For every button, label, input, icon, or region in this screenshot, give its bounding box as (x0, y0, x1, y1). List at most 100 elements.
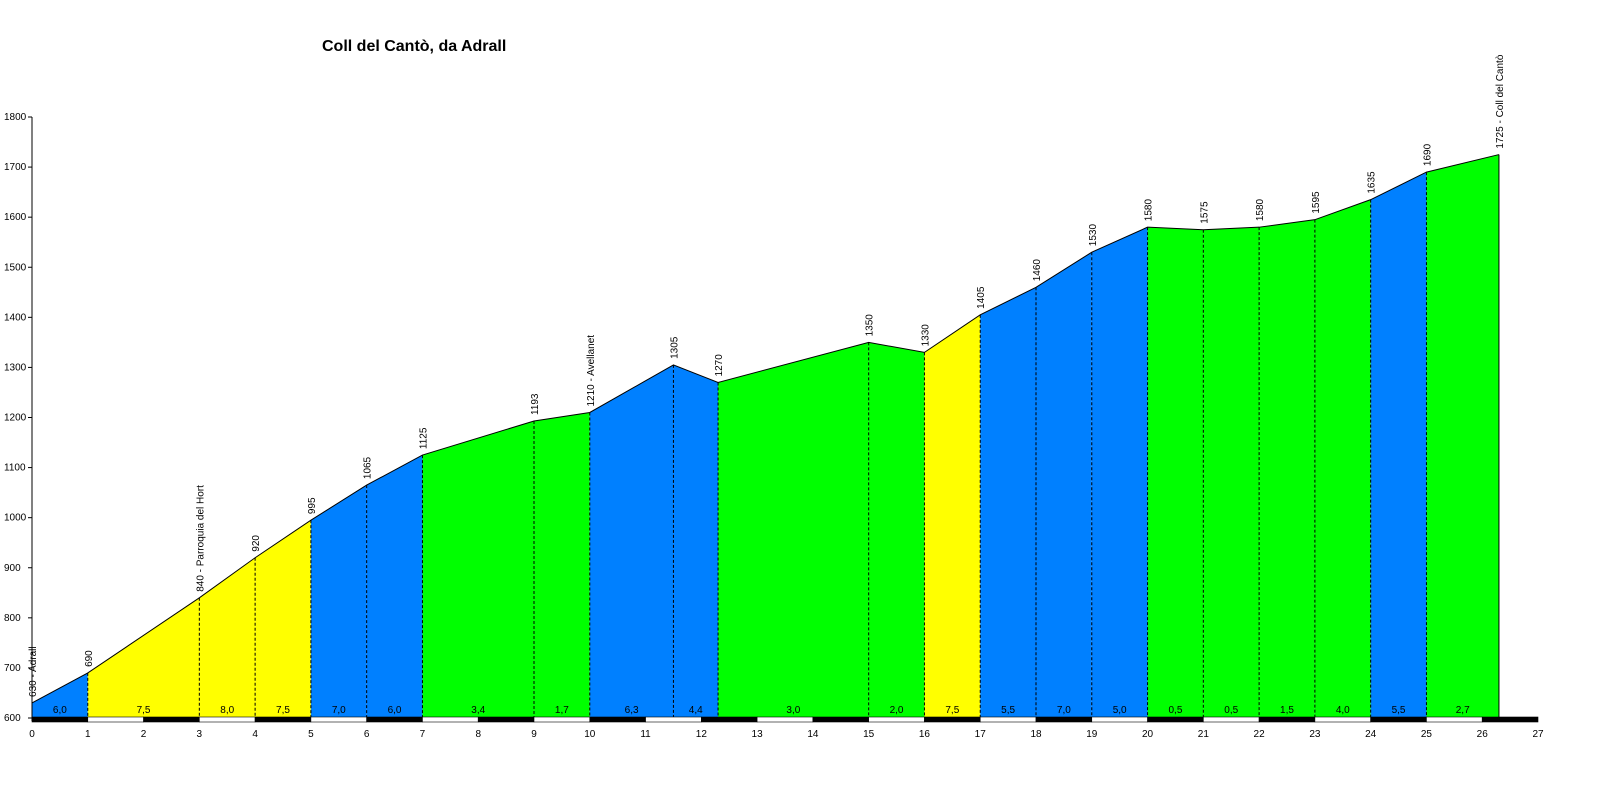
km-strip-11 (645, 716, 702, 723)
y-tick-label-12: 1800 (4, 112, 27, 123)
elevation-label-9: 1305 (669, 336, 680, 359)
segment-gradient-label-20: 5,5 (1392, 705, 1406, 716)
x-tick-label-13: 13 (752, 729, 764, 740)
segment-gradient-label-6: 3,4 (471, 705, 485, 716)
x-tick-label-6: 6 (364, 729, 370, 740)
segment-gradient-label-7: 1,7 (555, 705, 569, 716)
km-strip-5 (310, 716, 367, 723)
segment-area-8 (589, 364, 674, 718)
x-tick-label-16: 16 (919, 729, 931, 740)
segment-area-13 (980, 287, 1036, 718)
elevation-label-21: 1690 (1422, 143, 1433, 166)
segment-area-17 (1203, 227, 1260, 718)
km-strip-0 (31, 716, 89, 723)
x-tick-label-22: 22 (1254, 729, 1266, 740)
segment-gradient-label-15: 5,0 (1113, 705, 1127, 716)
x-tick-label-19: 19 (1086, 729, 1098, 740)
segment-area-0 (32, 672, 88, 718)
x-tick-label-23: 23 (1309, 729, 1321, 740)
profile-line (31, 154, 1500, 704)
segment-area-2 (199, 557, 256, 718)
y-tick-label-3: 900 (4, 563, 21, 574)
km-strip-20 (1147, 716, 1204, 723)
elevation-label-1: 690 (84, 650, 95, 667)
y-tick-label-2: 800 (4, 613, 21, 624)
elevation-label-5: 1065 (363, 456, 374, 479)
elevation-label-12: 1330 (920, 324, 931, 347)
elevation-label-14: 1460 (1032, 259, 1043, 282)
segment-area-18 (1259, 219, 1315, 718)
km-strip-21 (1203, 716, 1260, 723)
segment-area-12 (924, 314, 981, 718)
km-strip-10 (589, 716, 646, 723)
km-strip-26 (1481, 716, 1539, 723)
segment-gradient-label-8: 6,3 (625, 705, 639, 716)
x-tick-label-5: 5 (308, 729, 314, 740)
segment-area-14 (1036, 252, 1092, 718)
km-strip-7 (422, 716, 479, 723)
elevation-label-2: 840 - Parroquia del Hort (195, 485, 206, 592)
segment-gradient-label-17: 0,5 (1224, 705, 1238, 716)
x-tick-label-21: 21 (1198, 729, 1210, 740)
elevation-label-19: 1595 (1311, 191, 1322, 214)
km-strip-16 (924, 716, 981, 723)
y-tick-label-0: 600 (4, 713, 21, 724)
x-tick-label-10: 10 (584, 729, 596, 740)
x-tick-label-14: 14 (807, 729, 819, 740)
y-tick-label-8: 1400 (4, 312, 27, 323)
segment-area-3 (255, 520, 311, 718)
km-strip-1 (87, 716, 144, 723)
km-strip-22 (1258, 716, 1316, 723)
km-strip-15 (868, 716, 925, 723)
segment-gradient-label-9: 4,4 (689, 705, 703, 716)
elevation-label-6: 1125 (418, 427, 429, 449)
segment-area-15 (1091, 227, 1148, 718)
km-strip-8 (477, 716, 535, 723)
x-tick-label-1: 1 (85, 729, 91, 740)
elevation-label-22: 1725 - Coll del Cantò (1495, 54, 1506, 148)
km-strip-3 (199, 716, 256, 723)
x-tick-label-8: 8 (475, 729, 481, 740)
segment-area-5 (366, 455, 423, 718)
segment-gradient-label-4: 7,0 (332, 705, 346, 716)
elevation-label-16: 1580 (1144, 198, 1155, 221)
segment-gradient-label-1: 7,5 (137, 705, 151, 716)
x-tick-label-0: 0 (29, 729, 35, 740)
segment-gradient-label-18: 1,5 (1280, 705, 1294, 716)
y-tick-label-11: 1700 (4, 162, 27, 173)
km-strip-13 (756, 716, 814, 723)
x-tick-label-12: 12 (696, 729, 708, 740)
segment-area-9 (673, 364, 719, 718)
segment-gradient-label-12: 7,5 (945, 705, 959, 716)
km-strip-6 (366, 716, 423, 723)
segment-gradient-label-21: 2,7 (1456, 705, 1470, 716)
x-tick-label-7: 7 (420, 729, 426, 740)
segment-gradient-label-11: 2,0 (890, 705, 904, 716)
y-tick-label-6: 1200 (4, 413, 27, 424)
km-strip-17 (979, 716, 1037, 723)
km-strip-4 (254, 716, 312, 723)
y-tick-label-1: 700 (4, 663, 21, 674)
elevation-label-11: 1350 (865, 314, 876, 337)
chart-title: Coll del Cantò, da Adrall (322, 38, 507, 55)
segment-gradient-label-14: 7,0 (1057, 705, 1071, 716)
segment-area-19 (1314, 199, 1371, 718)
km-strip-19 (1091, 716, 1148, 723)
segment-area-20 (1370, 172, 1427, 718)
segment-gradient-label-16: 0,5 (1168, 705, 1182, 716)
segment-gradient-label-5: 6,0 (388, 705, 402, 716)
elevation-label-8: 1210 - Avellanet (586, 335, 597, 407)
segment-gradient-label-10: 3,0 (786, 705, 800, 716)
segment-area-21 (1426, 154, 1499, 718)
km-strip-18 (1035, 716, 1093, 723)
x-tick-label-26: 26 (1477, 729, 1489, 740)
y-tick-label-7: 1300 (4, 362, 27, 373)
segment-gradient-label-3: 7,5 (276, 705, 290, 716)
km-strip-25 (1426, 716, 1483, 723)
elevation-label-0: 630 - Adrall (28, 646, 39, 697)
segment-area-11 (868, 342, 925, 718)
x-tick-label-9: 9 (531, 729, 537, 740)
y-tick-label-4: 1000 (4, 513, 27, 524)
segment-area-1 (87, 597, 200, 718)
